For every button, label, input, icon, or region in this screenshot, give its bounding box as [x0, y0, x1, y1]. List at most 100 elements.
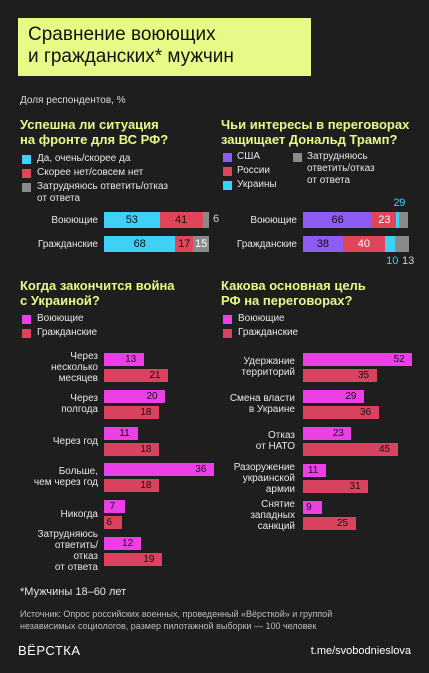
row-label: чем через год: [33, 477, 98, 488]
chart3-title: Когда закончится война: [20, 278, 175, 293]
data-label: 25: [336, 518, 349, 529]
legend-label: США: [237, 151, 261, 162]
row-label: Гражданские: [37, 239, 98, 250]
bar: [104, 463, 214, 476]
bar-segment: [202, 212, 209, 228]
bar: [303, 443, 398, 456]
row-label: Через: [70, 350, 98, 362]
data-label: 19: [143, 554, 155, 565]
bar-segment: 38: [303, 236, 343, 252]
data-label: 6: [213, 213, 220, 225]
legend-label: Скорее нет/совсем нет: [37, 167, 144, 178]
legend-swatch: [223, 167, 232, 176]
data-label: 13: [125, 354, 137, 365]
row-label: Отказ: [268, 430, 295, 441]
row-label: несколько: [50, 361, 98, 373]
data-label: 11: [307, 465, 319, 476]
bar: [104, 479, 159, 492]
row-label: территорий: [241, 367, 295, 378]
data-label: 18: [140, 480, 152, 491]
source-line-2: независимых социологов, размер пилотажно…: [20, 621, 317, 631]
bar-segment: [398, 212, 408, 228]
telegram-link[interactable]: t.me/svobodnieslova: [310, 645, 411, 657]
row-label: отказ: [73, 551, 98, 562]
row-label: Смена власти: [229, 393, 295, 404]
verstka-logo: ВЁРСТКА: [18, 643, 81, 658]
row-label: Разоружение: [233, 461, 295, 473]
data-label: 45: [378, 444, 391, 455]
bar-segment: [396, 212, 399, 228]
row-label: Затрудняюсь: [37, 529, 98, 540]
bar: [104, 353, 144, 366]
legend-swatch: [22, 183, 31, 192]
chart4-title: Какова основная цель: [221, 278, 366, 293]
legend-label: Да, очень/скорее да: [37, 153, 131, 164]
chart3-title: с Украиной?: [20, 293, 100, 308]
bar: [303, 353, 413, 366]
data-label: 12: [122, 538, 134, 549]
data-label: 31: [349, 481, 361, 492]
bar-segment: 68: [104, 236, 176, 252]
chart1-title: Успешна ли ситуация: [20, 117, 159, 132]
row-label: полгода: [61, 404, 98, 415]
legend-swatch: [293, 153, 302, 162]
chart1-title: на фронте для ВС РФ?: [20, 132, 169, 147]
data-label: 7: [109, 501, 116, 512]
legend-swatch: [223, 329, 232, 338]
legend-label: от ответа: [37, 193, 81, 204]
legend-label: Украины: [237, 179, 277, 190]
legend-swatch: [223, 181, 232, 190]
bar-segment: [384, 236, 396, 252]
row-label: от НАТО: [255, 441, 295, 452]
row-label: месяцев: [58, 372, 98, 384]
legend-label: Гражданские: [238, 327, 299, 338]
title-line-1: Сравнение воюющих: [28, 24, 216, 45]
row-label: Гражданские: [236, 239, 297, 250]
bar: [303, 464, 327, 477]
data-label: 18: [140, 407, 152, 418]
bar: [104, 369, 169, 382]
bar-segment: [395, 236, 410, 252]
bar-segment: 15: [193, 236, 209, 252]
legend-swatch: [22, 315, 31, 324]
bar-segment: 17: [175, 236, 194, 252]
data-label: 18: [140, 444, 152, 455]
data-label: 36: [360, 407, 372, 418]
row-label: санкций: [257, 520, 295, 532]
bar: [104, 553, 162, 566]
chart2-title: защищает Дональд Трамп?: [221, 132, 398, 147]
units-label: Доля респондентов, %: [20, 95, 126, 106]
bar: [303, 369, 377, 382]
row-label: Снятие: [261, 498, 295, 510]
bar: [104, 516, 123, 529]
data-label: 52: [393, 354, 405, 365]
bar-segment: 41: [159, 212, 203, 228]
row-label: Больше,: [58, 466, 98, 477]
row-label: Через: [70, 393, 98, 404]
bar: [104, 537, 141, 550]
bar: [303, 427, 352, 440]
legend-swatch: [22, 329, 31, 338]
legend-swatch: [22, 155, 31, 164]
row-label: Никогда: [60, 508, 98, 520]
legend-label: Затрудняюсь ответить/отказ: [37, 181, 168, 192]
row-label: западных: [250, 509, 295, 521]
chart2-title: Чьи интересы в переговорах: [221, 117, 410, 132]
title-banner: Сравнение воюющих и гражданских* мужчин: [18, 18, 311, 76]
data-label: 2: [393, 197, 400, 209]
legend-label: от ответа: [307, 175, 351, 186]
data-label: 6: [106, 517, 113, 528]
bar: [104, 406, 159, 419]
data-label: 10: [386, 255, 399, 267]
legend-label: Воюющие: [37, 313, 84, 324]
bar: [303, 406, 379, 419]
row-label: в Украине: [248, 404, 295, 415]
data-label: 9: [306, 502, 312, 513]
row-label: украинской: [242, 472, 295, 484]
data-label: 20: [146, 391, 158, 402]
source-line-1: Источник: Опрос российских военных, пров…: [20, 609, 333, 619]
bar: [303, 390, 364, 403]
data-label: 13: [402, 255, 415, 267]
data-label: 11: [119, 428, 130, 439]
bar-segment: 23: [372, 212, 397, 228]
